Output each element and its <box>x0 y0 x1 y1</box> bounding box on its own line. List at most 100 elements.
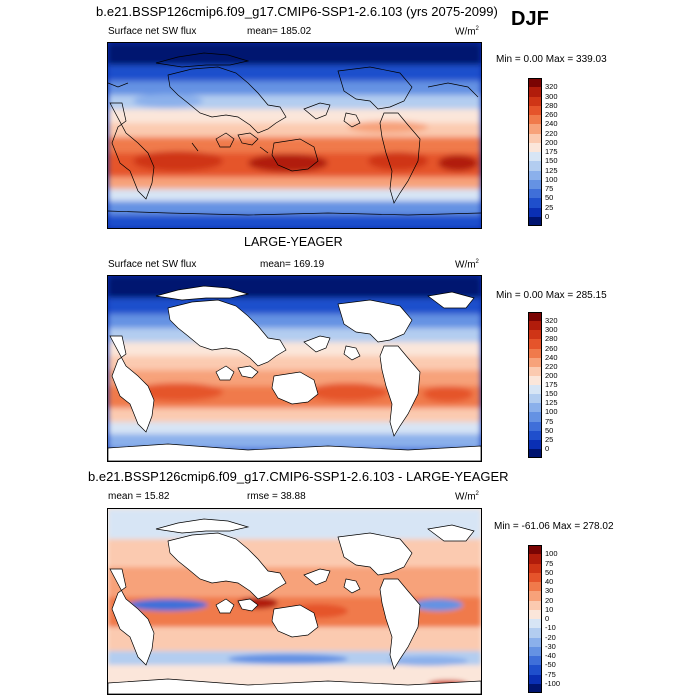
colorbar-swatch <box>528 600 542 610</box>
colorbar-tick-label: 150 <box>545 389 558 399</box>
colorbar-swatch <box>528 189 542 199</box>
colorbar-tick-label: 175 <box>545 380 558 389</box>
panel3-colorbar: 100 75 50 40 30 20 10 0 -10 -20 -30 -40 -50 -75 -100 <box>528 545 608 693</box>
panel1-mean-label: mean= 185.02 <box>247 26 312 37</box>
colorbar-tick-label: 125 <box>545 398 558 408</box>
colorbar-tick-label: -100 <box>545 678 561 688</box>
colorbar-tick-label: 260 <box>545 110 558 119</box>
colorbar-swatch <box>528 321 542 331</box>
colorbar-swatch <box>528 563 542 573</box>
colorbar-swatch <box>528 385 542 395</box>
colorbar-swatch <box>528 142 542 152</box>
panel3-title: b.e21.BSSP126cmip6.f09_g17.CMIP6-SSP1-2.… <box>88 469 509 484</box>
colorbar-swatch <box>528 394 542 404</box>
colorbar-tick-label: 260 <box>545 343 558 353</box>
colorbar-swatch <box>528 339 542 349</box>
colorbar-tick-label: 280 <box>545 334 558 344</box>
colorbar-tick-label: 240 <box>545 119 558 129</box>
colorbar-tick-label: -30 <box>545 641 556 651</box>
colorbar-tick-label: 220 <box>545 361 558 371</box>
colorbar-tick-label: 320 <box>545 316 558 326</box>
colorbar-swatch <box>528 207 542 217</box>
colorbar-tick-label: 320 <box>545 82 558 92</box>
colorbar-swatch <box>528 78 542 88</box>
colorbar-tick-label: 175 <box>545 147 558 156</box>
colorbar-swatch <box>528 619 542 629</box>
colorbar-tick-label: 50 <box>545 425 554 435</box>
colorbar-swatch <box>528 591 542 601</box>
colorbar-swatch <box>528 357 542 367</box>
colorbar-swatch <box>528 133 542 143</box>
colorbar-tick-label: 10 <box>545 604 554 614</box>
colorbar-swatch <box>528 637 542 647</box>
colorbar-tick-label: 125 <box>545 165 558 175</box>
colorbar-tick-label: 150 <box>545 156 558 166</box>
colorbar-swatch <box>528 366 542 376</box>
colorbar-tick-label: 30 <box>545 586 554 596</box>
panel3-rmse-label: rmse = 38.88 <box>247 491 306 502</box>
colorbar-swatch <box>528 198 542 208</box>
colorbar-swatch <box>528 439 542 449</box>
colorbar-tick-label: 220 <box>545 128 558 138</box>
panel1-title: b.e21.BSSP126cmip6.f09_g17.CMIP6-SSP1-2.… <box>96 4 498 19</box>
colorbar-tick-label: 200 <box>545 370 558 380</box>
colorbar-tick-label: 300 <box>545 325 558 335</box>
colorbar-swatch <box>528 161 542 171</box>
colorbar-tick-label: 300 <box>545 91 558 101</box>
colorbar-swatch <box>528 628 542 638</box>
panel2-variable-label: Surface net SW flux <box>108 259 197 270</box>
colorbar-tick-label: -50 <box>545 660 556 670</box>
colorbar-swatch <box>528 430 542 440</box>
colorbar-tick-label: 50 <box>545 567 554 577</box>
colorbar-tick-label: 100 <box>545 407 558 417</box>
colorbar-swatch <box>528 152 542 162</box>
colorbar-tick-label: 240 <box>545 352 558 362</box>
panel1-minmax: Min = 0.00 Max = 339.03 <box>496 54 607 65</box>
colorbar-tick-label: -20 <box>545 632 556 642</box>
colorbar-tick-label: 0 <box>545 211 550 221</box>
colorbar-swatch <box>528 683 542 693</box>
colorbar-tick-label: -75 <box>545 669 556 679</box>
panel1-variable-label: Surface net SW flux <box>108 26 197 37</box>
panel2-minmax: Min = 0.00 Max = 285.15 <box>496 290 607 301</box>
colorbar-tick-label: 75 <box>545 416 554 426</box>
panel1-units: W/m2 <box>455 26 479 38</box>
colorbar-tick-label: 100 <box>545 549 558 559</box>
panel2-units: W/m2 <box>455 259 479 271</box>
colorbar-tick-label: 0 <box>545 614 550 623</box>
colorbar-swatch <box>528 646 542 656</box>
colorbar-swatch <box>528 312 542 322</box>
colorbar-swatch <box>528 124 542 134</box>
colorbar-swatch <box>528 216 542 226</box>
colorbar-swatch <box>528 665 542 675</box>
panel2-map <box>107 275 482 462</box>
colorbar-swatch <box>528 609 542 619</box>
colorbar-swatch <box>528 375 542 385</box>
colorbar-tick-label: 75 <box>545 184 554 193</box>
colorbar-swatch <box>528 348 542 358</box>
colorbar-swatch <box>528 582 542 592</box>
colorbar-swatch <box>528 170 542 180</box>
panel3-minmax: Min = -61.06 Max = 278.02 <box>494 521 614 532</box>
colorbar-swatch <box>528 179 542 189</box>
colorbar-swatch <box>528 87 542 97</box>
colorbar-swatch <box>528 448 542 458</box>
season-label: DJF <box>511 8 549 30</box>
colorbar-swatch <box>528 421 542 431</box>
colorbar-tick-label: -40 <box>545 651 556 660</box>
colorbar-swatch <box>528 403 542 413</box>
panel3-mean-label: mean = 15.82 <box>108 491 170 502</box>
colorbar-tick-label: 25 <box>545 202 554 212</box>
colorbar-tick-label: 75 <box>545 558 554 568</box>
colorbar-tick-label: 25 <box>545 434 554 444</box>
colorbar-tick-label: 20 <box>545 595 554 605</box>
panel1-map <box>107 42 482 229</box>
colorbar-swatch <box>528 96 542 106</box>
panel2-title: LARGE-YEAGER <box>244 235 343 249</box>
colorbar-swatch <box>528 105 542 115</box>
panel2-colorbar: 320 300 280 260 240 220 200 175 150 125 100 75 50 25 0 <box>528 312 608 458</box>
colorbar-swatch <box>528 554 542 564</box>
colorbar-swatch <box>528 545 542 555</box>
colorbar-tick-label: 100 <box>545 174 558 184</box>
colorbar-tick-label: 50 <box>545 193 554 203</box>
